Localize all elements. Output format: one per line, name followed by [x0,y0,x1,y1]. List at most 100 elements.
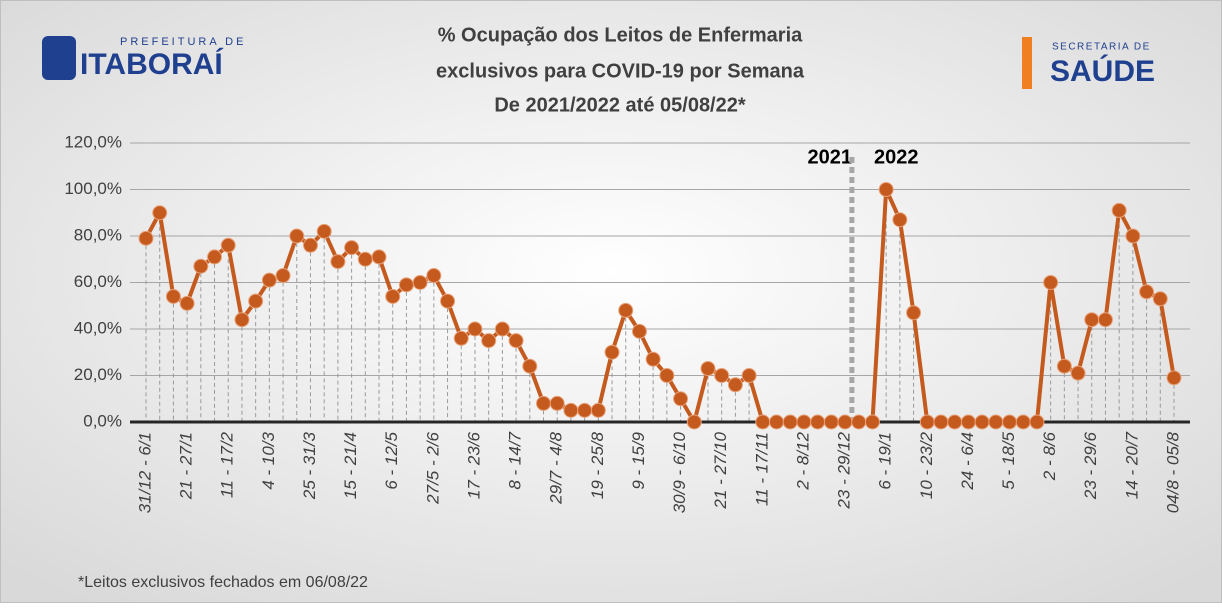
data-point [494,321,510,337]
x-tick-label: 21 - 27/1 [177,432,196,500]
logo-text: SECRETARIA DE [1052,42,1151,53]
x-tick-label: 23 - 29/6 [1081,431,1100,500]
data-point [1043,275,1059,290]
data-point [535,395,551,411]
annotation: 2022 [874,146,919,168]
data-point [344,240,360,256]
chart-title: exclusivos para COVID-19 por Semana [436,60,805,82]
data-point [193,258,209,274]
data-point [1070,365,1086,381]
data-point [261,272,277,288]
data-point [645,351,661,367]
data-point [248,293,264,309]
data-point [371,249,387,265]
data-point [686,414,702,430]
data-point [398,277,414,293]
data-point [1084,312,1100,328]
x-tick-label: 6 - 12/5 [382,431,401,489]
y-tick-label: 80,0% [74,225,122,244]
data-point [1125,228,1141,244]
crest [42,36,76,80]
data-point [769,414,785,430]
y-tick-label: 60,0% [74,272,122,291]
x-tick-label: 19 - 25/8 [588,431,607,499]
data-point [810,414,826,430]
data-point [426,268,442,284]
x-tick-label: 8 - 14/7 [506,431,525,489]
data-point [782,414,798,430]
data-point [1111,202,1127,218]
data-point [673,391,689,407]
data-point [453,330,469,346]
data-point [1015,414,1031,430]
data-point [974,414,990,430]
data-point [275,268,291,284]
y-tick-label: 120,0% [64,132,122,151]
data-point [631,323,647,339]
x-tick-label: 15 - 21/4 [341,432,360,499]
data-point [1029,414,1045,430]
x-tick-label: 10 - 23/2 [917,431,936,499]
data-point [577,402,593,418]
data-point [590,402,606,418]
data-point [1139,284,1155,300]
x-tick-label: 9 - 15/9 [629,431,648,489]
data-point [933,414,949,430]
y-tick-label: 100,0% [64,179,122,198]
data-point [165,288,181,304]
data-point [947,414,963,430]
left-logo: PREFEITURA DE ITABORAÍ [42,36,243,81]
data-point [234,312,250,328]
x-tick-label: 5 - 18/5 [999,431,1018,489]
chart-title: % Ocupação dos Leitos de Enfermaria [438,24,803,46]
y-tick-label: 20,0% [74,365,122,384]
data-point [988,414,1004,430]
data-point [481,333,497,349]
data-point [700,361,716,377]
data-point [549,395,565,411]
data-point [1166,370,1182,386]
data-point [659,368,675,383]
data-point [522,358,538,374]
chart-title: De 2021/2022 até 05/08/22* [494,94,746,116]
data-point [302,237,318,253]
data-point [179,295,195,311]
x-tick-label: 4 - 10/3 [259,431,278,489]
footnote: *Leitos exclusivos fechados em 06/08/22 [78,574,368,591]
logo-text: ITABORAÍ [80,47,223,81]
data-point [618,302,634,318]
annotation: 2021 [808,146,853,168]
data-point [440,293,456,309]
data-point [357,251,373,267]
x-tick-label: 11 - 17/2 [218,431,237,497]
data-point [316,223,332,239]
data-point [864,414,880,430]
x-tick-label: 14 - 20/7 [1122,431,1141,499]
data-point [1152,291,1168,307]
data-point [906,305,922,321]
data-point [385,288,401,304]
x-tick-label: 29/7 - 4/8 [547,431,566,504]
data-point [220,237,236,253]
data-point [138,230,154,246]
logo-bar [1022,37,1032,89]
x-tick-label: 21 - 27/10 [711,431,730,509]
y-tick-label: 40,0% [74,318,122,337]
logo-text: SAÚDE [1050,54,1155,88]
data-point [714,368,730,383]
data-point [1056,358,1072,374]
x-tick-label: 27/5 - 2/6 [423,431,442,504]
data-point [330,254,346,270]
x-tick-label: 2 - 8/6 [1040,431,1059,481]
data-point [727,377,743,393]
data-point [1002,414,1018,430]
x-tick-label: 30/9 - 6/10 [670,431,689,513]
data-point [755,414,771,430]
x-tick-label: 24 - 6/4 [958,432,977,491]
data-point [823,414,839,430]
data-point [289,228,305,244]
x-tick-label: 04/8 - 05/8 [1163,431,1182,513]
